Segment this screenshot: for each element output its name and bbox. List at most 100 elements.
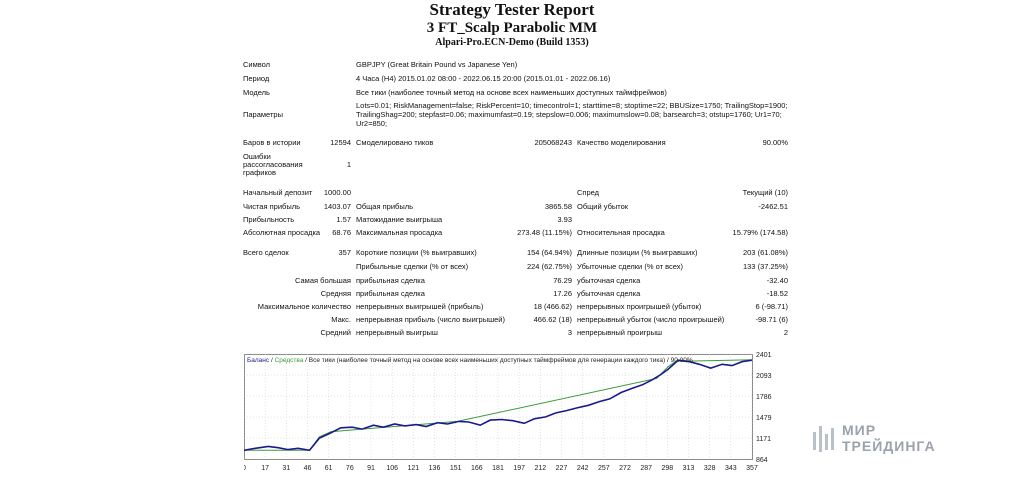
- x-tick-label: 46: [304, 465, 312, 472]
- cons-profit-value: 466.62 (18): [533, 315, 572, 324]
- legend-sep: /: [303, 357, 308, 364]
- deposit-row: Начальный депозит 1000.00 Спред Текущий …: [240, 188, 792, 198]
- quality-value: 90.00%: [762, 138, 788, 147]
- avg-loss-value: -18.52: [766, 289, 788, 298]
- avg-wins-value: 3: [567, 328, 572, 337]
- params-value-1: Lots=0.01; RiskManagement=false; RiskPer…: [356, 101, 788, 110]
- net-value: 1403.07: [323, 202, 351, 211]
- y-tick-label: 1479: [756, 415, 772, 422]
- x-tick-label: 121: [407, 465, 419, 472]
- max-dd-label: Максимальная просадка: [356, 228, 443, 237]
- largest-row: Самая большая прибыльная сделка 76.29 уб…: [240, 276, 792, 286]
- total-label: Всего сделок: [243, 248, 289, 257]
- gross-loss-label: Общий убыток: [577, 202, 629, 211]
- x-tick-label: 272: [619, 465, 631, 472]
- gross-profit-value: 3865.58: [544, 202, 572, 211]
- dd-row: Абсолютная просадка 68.76 Максимальная п…: [240, 228, 792, 238]
- model-label: Модель: [243, 88, 270, 97]
- average-label: Средняя: [320, 289, 351, 298]
- abs-dd-value: 68.76: [332, 228, 351, 237]
- errors-row: Ошибки: [240, 152, 792, 162]
- x-tick-label: 61: [325, 465, 333, 472]
- y-tick-label: 1786: [756, 394, 772, 401]
- symbol-label: Символ: [243, 60, 271, 69]
- plot-frame: [244, 354, 753, 460]
- pf-row: Прибыльность 1.57 Матожидание выигрыша 3…: [240, 215, 792, 225]
- errors-row-3: графиков: [240, 168, 792, 178]
- avg-loss-label: убыточная сделка: [577, 289, 641, 298]
- x-tick-label: 91: [367, 465, 375, 472]
- x-tick-label: 76: [346, 465, 354, 472]
- x-tick-label: 298: [661, 465, 673, 472]
- legend-sep: /: [665, 357, 670, 364]
- errors-label-3: графиков: [243, 168, 276, 177]
- largest-profit-value: 76.29: [553, 276, 572, 285]
- balance-chart: 0 17 31 46 61 76 91 106 121 136 151 166 181 197 212 227…: [242, 342, 792, 473]
- balance-line: [243, 359, 753, 452]
- profit-trades-value: 224 (62.75%): [526, 262, 572, 271]
- params-label: Параметры: [243, 110, 283, 119]
- candles-logo-icon: [813, 426, 834, 452]
- cons-loss-value: -98.71 (6): [755, 315, 788, 324]
- largest-loss-value: -32.40: [766, 276, 788, 285]
- x-tick-label: 212: [534, 465, 546, 472]
- expert-name: 3 FT_Scalp Parabolic MM: [426, 20, 598, 36]
- watermark-line-2: ТРЕЙДИНГА: [842, 438, 936, 454]
- ticks-label: Смоделировано тиков: [356, 138, 434, 147]
- net-row: Чистая прибыль 1403.07 Общая прибыль 386…: [240, 202, 792, 212]
- largest-loss-label: убыточная сделка: [577, 276, 641, 285]
- long-label: Длинные позиции (% выигравших): [577, 248, 698, 257]
- period-value: 4 Часа (H4) 2015.01.02 08:00 - 2022.06.1…: [356, 74, 611, 83]
- x-tick-label: 31: [282, 465, 290, 472]
- max-label: Макс.: [331, 315, 351, 324]
- y-tick-label: 1171: [756, 436, 771, 443]
- abs-dd-label: Абсолютная просадка: [243, 228, 321, 237]
- x-tick-label: 106: [386, 465, 398, 472]
- bars-value: 12594: [330, 138, 351, 147]
- server-name: Alpari-Pro.ECN-Demo (Build 1353): [435, 37, 589, 48]
- x-tick-label: 17: [261, 465, 269, 472]
- x-tick-label: 287: [640, 465, 652, 472]
- params-value-3: Ur2=850;: [356, 119, 388, 128]
- y-tick-label: 2093: [756, 373, 772, 380]
- avg2-row: Средний непрерывный выигрыш 3 непрерывны…: [240, 328, 792, 338]
- report-title: Strategy Tester Report: [429, 0, 595, 19]
- net-label: Чистая прибыль: [243, 202, 300, 211]
- x-tick-label: 313: [683, 465, 695, 472]
- cons-losses-value: 6 (-98.71): [755, 302, 788, 311]
- model-value: Все тики (наиболее точный метод на основ…: [356, 88, 667, 97]
- errors-row-2: рассогласования 1: [240, 160, 792, 170]
- average-row: Средняя прибыльная сделка 17.26 убыточна…: [240, 289, 792, 299]
- x-tick-label: 197: [513, 465, 525, 472]
- cons-losses-label: непрерывных проигрышей (убыток): [577, 302, 702, 311]
- avg2-label: Средний: [320, 328, 352, 337]
- expected-label: Матожидание выигрыша: [356, 215, 443, 224]
- period-label: Период: [243, 74, 270, 83]
- bars-row: Баров в истории 12594 Смоделировано тико…: [240, 138, 792, 148]
- y-tick-label: 2401: [756, 352, 772, 359]
- cons-wins-value: 18 (466.62): [533, 302, 572, 311]
- chart-legend: Баланс / Средства / Все тики (наиболее т…: [247, 356, 693, 364]
- params-line-3: Ur2=850;: [240, 119, 792, 129]
- avg-losses-value: 2: [783, 328, 788, 337]
- y-tick-label: 864: [756, 457, 768, 464]
- params-row: Параметры: [240, 110, 792, 120]
- legend-caption: Все тики (наиболее точный метод на основ…: [309, 356, 665, 364]
- loss-trades-label: Убыточные сделки (% от всех): [577, 262, 683, 271]
- x-tick-label: 166: [471, 465, 483, 472]
- x-tick-label: 328: [704, 465, 716, 472]
- avg-profit-label: прибыльная сделка: [356, 289, 425, 298]
- x-tick-label: 242: [577, 465, 589, 472]
- loss-trades-value: 133 (37.25%): [742, 262, 788, 271]
- largest-label: Самая большая: [295, 276, 351, 285]
- legend-quality: 90.00%: [671, 357, 693, 364]
- watermark-line-1: МИР: [842, 422, 877, 438]
- quality-label: Качество моделирования: [577, 138, 666, 147]
- x-tick-label: 136: [429, 465, 441, 472]
- ticks-value: 205068243: [534, 138, 572, 147]
- symbol-row: Символ GBPJPY (Great Britain Pound vs Ja…: [240, 60, 792, 70]
- legend-equity: Средства: [275, 357, 304, 364]
- gross-loss-value: -2462.51: [758, 202, 788, 211]
- avg-profit-value: 17.26: [553, 289, 572, 298]
- legend-balance: Баланс: [247, 357, 270, 364]
